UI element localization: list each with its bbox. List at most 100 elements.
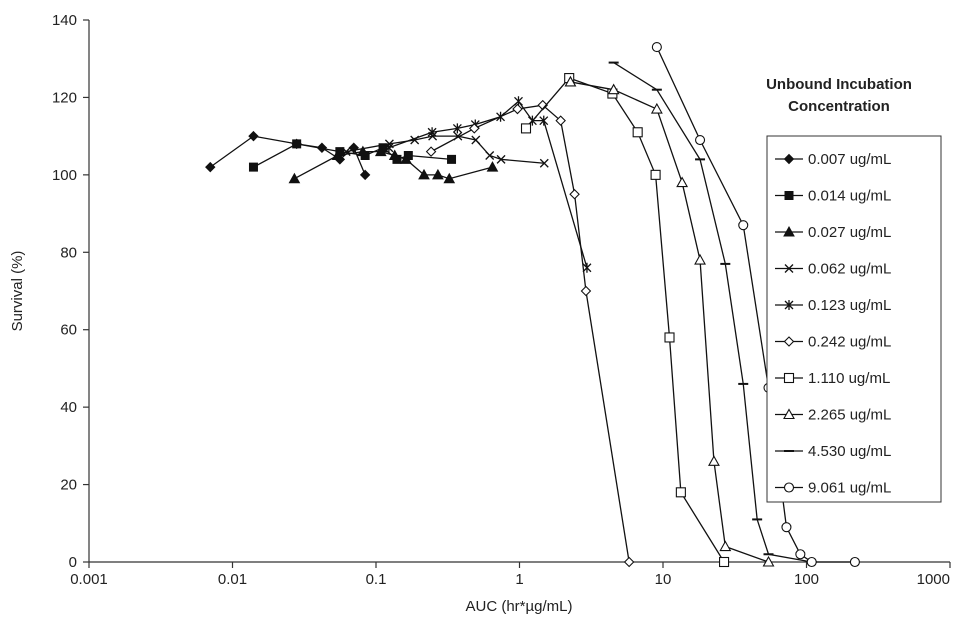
data-point [388, 149, 401, 160]
data-point [569, 188, 580, 200]
x-tick-label: 0.001 [70, 571, 108, 588]
series-3 [341, 131, 549, 168]
data-point [427, 127, 437, 138]
data-point [359, 169, 371, 181]
legend-label: 0.007 ug/mL [808, 151, 891, 168]
legend-label: 9.061 ug/mL [808, 480, 891, 497]
x-tick-label: 10 [655, 571, 672, 588]
data-point [607, 83, 620, 95]
data-point [418, 168, 430, 180]
series-0 [205, 130, 371, 181]
series-line [570, 81, 769, 563]
legend-label: 0.027 ug/mL [808, 224, 891, 241]
data-point [781, 522, 792, 533]
legend-items: 0.007 ug/mL 0.014 ug/mL 0.027 ug/mL 0.062 u… [775, 151, 891, 497]
data-point [676, 176, 689, 188]
data-point [719, 556, 730, 568]
legend-item: 9.061 ug/mL [775, 480, 891, 497]
data-point [650, 102, 663, 114]
data-point [795, 549, 806, 560]
data-point [539, 158, 549, 168]
legend-marker [784, 300, 794, 310]
x-tick-label: 1000 [917, 571, 950, 588]
legend-item: 0.007 ug/mL [775, 151, 891, 168]
data-point [443, 172, 456, 184]
legend-item: 0.027 ug/mL [775, 224, 891, 241]
legend-label: 0.062 ug/mL [808, 261, 891, 278]
data-point [806, 556, 817, 568]
data-point [485, 151, 495, 160]
y-tick-label: 100 [52, 167, 77, 184]
data-point [580, 285, 592, 297]
legend-title-line2: Concentration [788, 98, 890, 115]
x-tick-label: 100 [794, 571, 819, 588]
data-point [849, 556, 860, 568]
legend-item: 2.265 ug/mL [775, 407, 891, 424]
legend-label: 1.110 ug/mL [808, 370, 890, 387]
data-point [664, 332, 675, 343]
legend-label: 0.123 ug/mL [808, 297, 891, 314]
legend-label: 2.265 ug/mL [808, 407, 891, 424]
data-point [292, 139, 302, 149]
data-point [719, 540, 732, 552]
axes: 0 20 40 60 80 100 120 140 0.001 0.01 0.1 1 10 100 100… [9, 12, 951, 615]
y-axis-title: Survival (%) [9, 251, 26, 332]
data-point [425, 146, 437, 157]
data-point [675, 487, 686, 498]
data-point [384, 142, 394, 153]
y-tick-label: 0 [69, 554, 77, 571]
y-tick-label: 20 [60, 477, 77, 494]
data-point [452, 123, 462, 134]
legend-marker [784, 264, 794, 273]
series-layer [205, 42, 860, 568]
legend-label: 4.530 ug/mL [808, 443, 891, 460]
legend-item: 0.062 ug/mL [775, 261, 891, 278]
data-point [520, 123, 532, 134]
series-line [430, 104, 630, 563]
series-2 [288, 145, 499, 184]
legend-item: 1.110 ug/mL [775, 370, 890, 387]
series-line [294, 150, 493, 180]
data-point [632, 127, 643, 138]
legend-marker [783, 336, 795, 347]
data-point [762, 555, 775, 567]
data-point [447, 154, 457, 164]
data-point [341, 147, 351, 157]
data-point [248, 162, 258, 172]
data-point [539, 115, 549, 126]
data-point [248, 130, 259, 142]
data-point [432, 168, 444, 180]
y-ticks: 0 20 40 60 80 100 120 140 [52, 12, 89, 571]
data-point [564, 75, 577, 87]
series-line [613, 62, 812, 563]
legend-marker [783, 372, 795, 384]
data-point [331, 149, 344, 160]
y-tick-label: 120 [52, 89, 77, 106]
legend-marker [783, 225, 795, 237]
legend-item: 0.242 ug/mL [775, 334, 891, 351]
legend-item: 0.014 ug/mL [775, 188, 891, 205]
data-point [357, 145, 369, 157]
data-point [486, 161, 499, 172]
legend-marker [783, 153, 795, 165]
legend: Unbound Incubation Concentration 0.007 u… [766, 76, 942, 503]
series-7 [564, 75, 775, 567]
data-point [514, 96, 523, 107]
data-point [695, 134, 706, 146]
data-point [205, 161, 216, 173]
data-point [468, 123, 480, 134]
data-point [496, 154, 506, 164]
x-tick-label: 0.01 [218, 571, 247, 588]
data-point [650, 169, 661, 180]
legend-marker [784, 191, 794, 200]
data-point [694, 253, 706, 265]
x-tick-label: 1 [515, 571, 523, 588]
x-tick-label: 0.1 [366, 571, 387, 588]
legend-item: 0.123 ug/mL [775, 297, 891, 314]
data-point [708, 455, 720, 466]
series-5 [425, 99, 635, 568]
data-point [288, 172, 301, 184]
x-axis-title: AUC (hr*µg/mL) [466, 598, 573, 615]
data-point [651, 42, 662, 53]
